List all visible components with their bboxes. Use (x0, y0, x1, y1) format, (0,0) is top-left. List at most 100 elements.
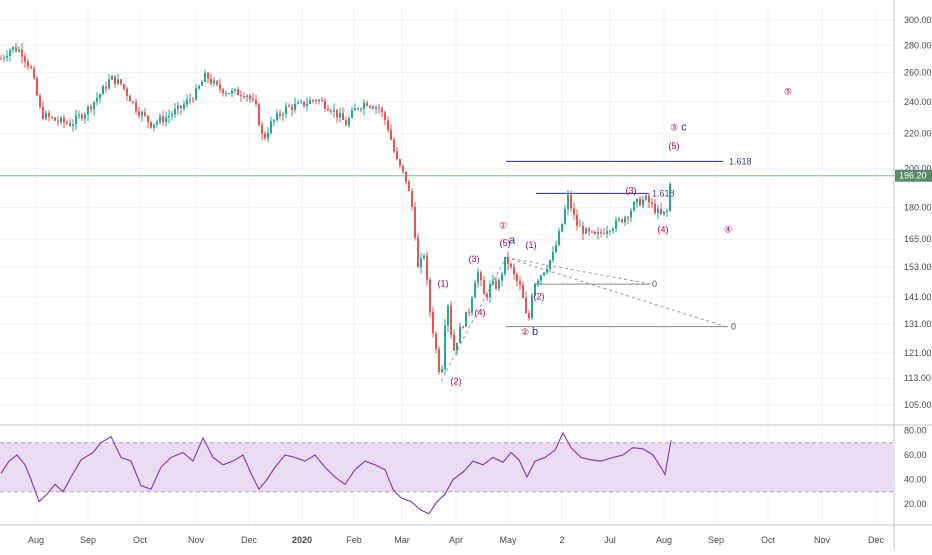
wave-label: (4) (658, 225, 669, 235)
time-tick-label: Nov (188, 535, 205, 545)
candle-body (435, 333, 437, 350)
candle-body (216, 80, 218, 85)
candle-body (318, 100, 320, 102)
rsi-tick-label: 40.00 (904, 475, 927, 485)
candle-body (528, 313, 530, 319)
candle-body (597, 232, 599, 234)
candle-body (489, 284, 491, 298)
wave-label: (2) (534, 291, 545, 301)
price-tick-label: 153.00 (904, 262, 932, 272)
candle-body (327, 108, 329, 111)
candle-body (657, 208, 659, 213)
candle-body (345, 120, 347, 126)
candle-body (267, 133, 269, 139)
candle-body (603, 232, 605, 234)
candle-body (417, 237, 419, 268)
candle-body (21, 49, 23, 57)
candle-body (108, 79, 110, 89)
candle-body (378, 107, 380, 109)
candle-body (291, 106, 293, 110)
candle-body (192, 99, 194, 101)
candle-body (33, 68, 35, 79)
candle-body (6, 55, 8, 58)
candle-body (348, 117, 350, 126)
rsi-tick-label: 60.00 (904, 450, 927, 460)
candle-body (567, 194, 569, 210)
candle-body (525, 297, 527, 314)
candle-body (648, 195, 650, 203)
candle-body (315, 100, 317, 102)
candle-body (591, 231, 593, 233)
dashed-trendline (440, 257, 507, 382)
fib-extension-label: 1.618 (729, 156, 752, 166)
candle-body (114, 75, 116, 85)
candle-body (0, 58, 2, 60)
candle-body (186, 99, 188, 105)
candle-body (297, 102, 299, 104)
candle-body (72, 124, 74, 126)
candle-body (198, 85, 200, 89)
candle-body (627, 217, 629, 219)
candle-body (621, 219, 623, 223)
candle-body (312, 100, 314, 102)
candle-body (390, 129, 392, 140)
candle-body (354, 107, 356, 111)
time-tick-label: Dec (241, 535, 258, 545)
candle-body (432, 311, 434, 334)
time-tick-label: Dec (868, 535, 885, 545)
candle-body (426, 255, 428, 280)
wave-label: (1) (438, 279, 449, 289)
candle-body (570, 194, 572, 209)
time-tick-label: Sep (80, 535, 96, 545)
candle-body (342, 113, 344, 121)
candle-body (402, 165, 404, 172)
wave-label: (3) (469, 254, 480, 264)
candle-body (138, 111, 140, 116)
candle-body (543, 272, 545, 276)
candle-body (423, 255, 425, 259)
candle-body (168, 115, 170, 118)
wave-label: ② (521, 327, 529, 337)
candle-body (573, 208, 575, 215)
candle-body (594, 231, 596, 234)
candle-body (363, 102, 365, 109)
time-tick-label: May (499, 535, 517, 545)
dashed-trendline (505, 256, 727, 328)
candle-body (537, 280, 539, 284)
candle-body (600, 232, 602, 234)
candle-body (102, 86, 104, 95)
candle-body (639, 198, 641, 206)
candle-body (207, 72, 209, 79)
candle-body (492, 280, 494, 285)
candle-body (120, 79, 122, 84)
candle-body (264, 133, 266, 139)
time-tick-label: Oct (133, 535, 148, 545)
wave-label: a (509, 235, 516, 247)
wave-label: (1) (526, 240, 537, 250)
candle-body (633, 202, 635, 211)
candle-body (96, 97, 98, 102)
candle-body (420, 258, 422, 268)
candle-body (540, 275, 542, 281)
candle-body (195, 88, 197, 100)
candle-body (456, 342, 458, 351)
candle-body (78, 114, 80, 116)
candle-body (153, 124, 155, 128)
candle-body (126, 88, 128, 96)
candle-body (618, 219, 620, 221)
candle-body (519, 281, 521, 286)
time-tick-label: Aug (656, 535, 672, 545)
candle-body (306, 103, 308, 106)
candle-body (366, 102, 368, 106)
price-tick-label: 200.00 (904, 164, 932, 174)
rsi-band (0, 442, 894, 492)
candle-body (30, 66, 32, 69)
wave-label: (5) (669, 141, 680, 151)
wave-label: (4) (475, 308, 486, 318)
candle-body (522, 285, 524, 298)
time-tick-label: 2 (559, 535, 564, 545)
candle-body (651, 202, 653, 204)
candle-body (510, 263, 512, 268)
candle-body (393, 139, 395, 152)
candle-body (39, 95, 41, 108)
